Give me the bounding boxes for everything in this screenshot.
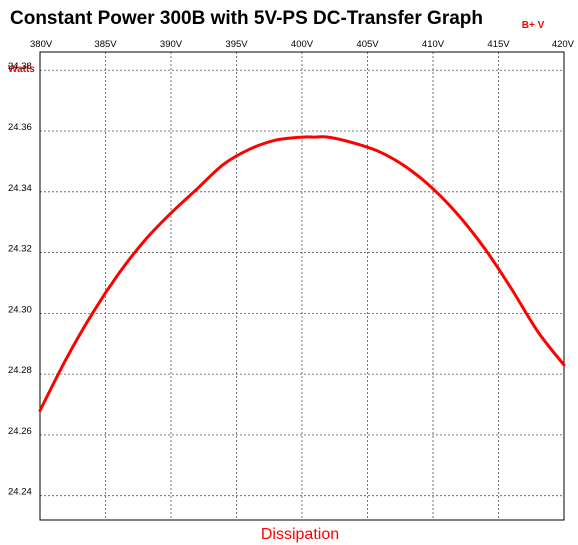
- grid: [40, 52, 564, 520]
- y-tick-label: 24.28: [8, 365, 32, 376]
- x-tick-label: 405V: [356, 39, 379, 50]
- x-axis-label: B+ V: [522, 20, 545, 31]
- y-tick-label: 24.32: [8, 244, 32, 255]
- y-tick-label: 24.36: [8, 122, 32, 133]
- x-tick-label: 400V: [291, 39, 314, 50]
- y-tick-label: 24.30: [8, 304, 32, 315]
- y-tick-label: 24.24: [8, 487, 32, 498]
- x-tick-label: 420V: [552, 39, 575, 50]
- x-tick-labels: 380V 385V 390V 395V 400V 405V 410V 415V 420V: [30, 39, 575, 50]
- y-tick-label: 24.26: [8, 426, 32, 437]
- dissipation-label: Dissipation: [261, 526, 339, 543]
- y-tick-label: 24.34: [8, 183, 32, 194]
- series-line: [38, 135, 566, 413]
- y-tick-labels: 24.38 24.36 24.34 24.32 24.30 24.28 24.26 24.24: [8, 61, 32, 497]
- y-tick-label: 24.38: [8, 61, 32, 72]
- series-layer: [38, 135, 566, 413]
- x-tick-label: 385V: [94, 39, 117, 50]
- chart-title: Constant Power 300B with 5V-PS DC-Transf…: [10, 8, 483, 29]
- plot-frame: [39, 51, 565, 521]
- x-tick-label: 390V: [160, 39, 183, 50]
- x-tick-label: 395V: [225, 39, 248, 50]
- y-axis-label: Watts: [8, 64, 35, 75]
- x-tick-label: 380V: [30, 39, 53, 50]
- x-tick-label: 415V: [487, 39, 510, 50]
- x-tick-label: 410V: [422, 39, 445, 50]
